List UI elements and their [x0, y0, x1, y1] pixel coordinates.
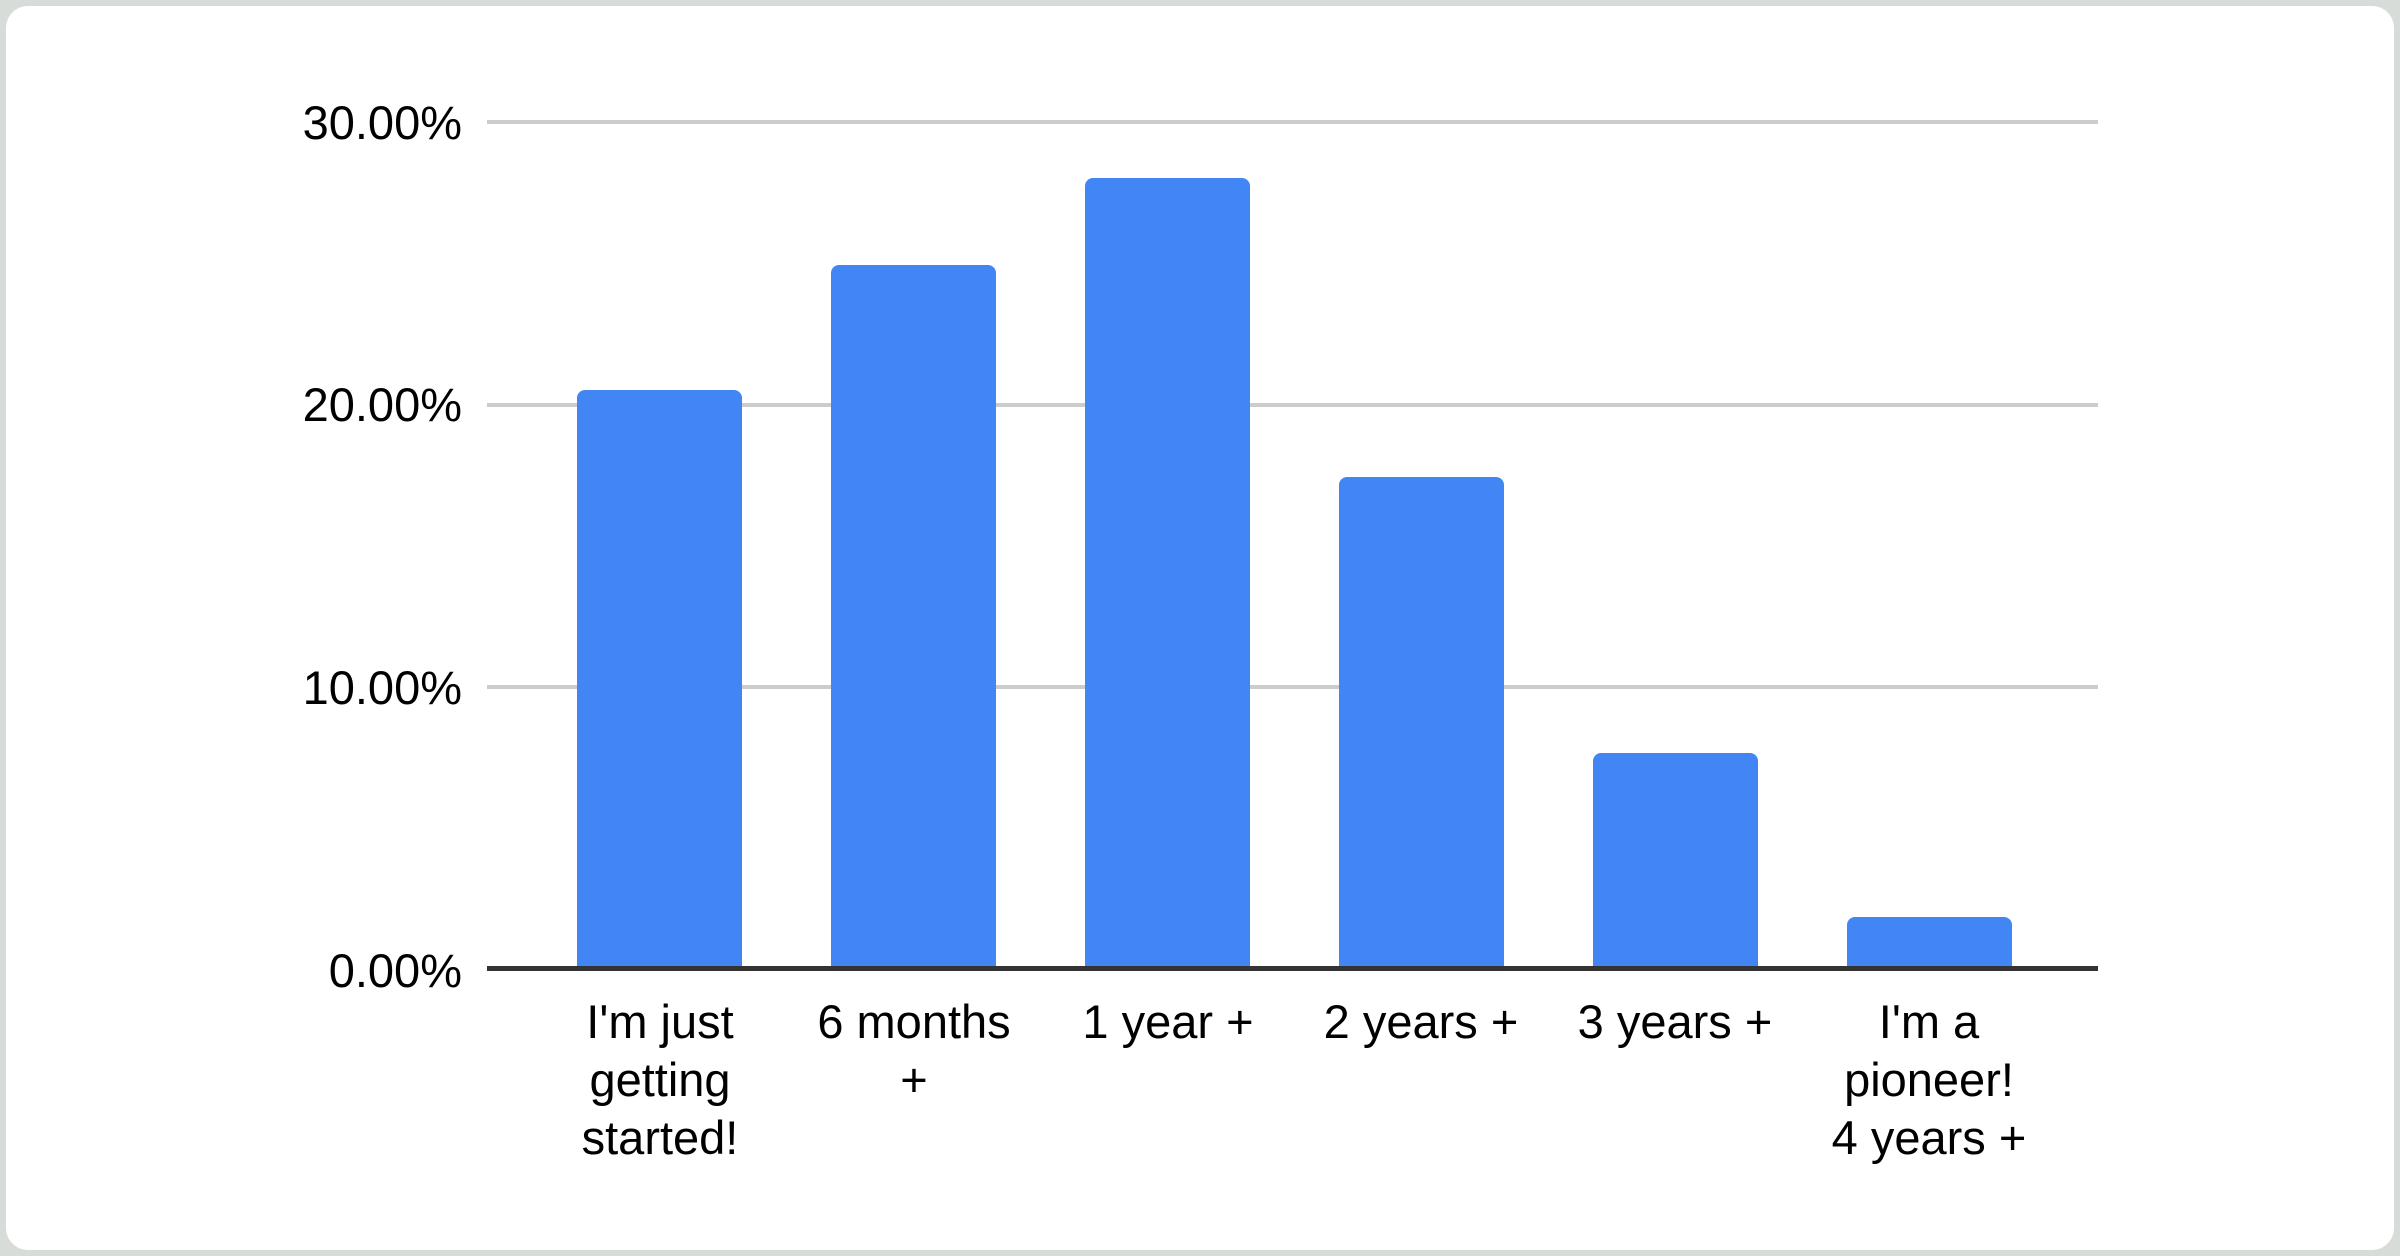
x-axis-category-label-line: I'm a: [1878, 995, 1980, 1048]
x-axis-category-label-line: +: [900, 1053, 928, 1106]
x-axis-category-label-line: I'm just: [586, 995, 734, 1048]
x-axis-category-label: 2 years +: [1290, 993, 1552, 1051]
bar-1[interactable]: [577, 390, 742, 968]
gridline-20: [487, 402, 2098, 407]
chart-card: 30.00% 20.00% 10.00% 0.00% I'm just getting st…: [6, 6, 2394, 1250]
x-axis-category-label-line: 3 years +: [1577, 995, 1773, 1048]
gridline-10: [487, 685, 2098, 690]
x-axis-category-label: 6 months +: [783, 993, 1045, 1109]
bar-4[interactable]: [1339, 477, 1504, 968]
y-axis-tick-label: 30.00%: [302, 95, 462, 149]
x-axis-category-label-line: 4 years +: [1831, 1111, 2027, 1164]
bar-6[interactable]: [1847, 917, 2012, 968]
x-axis-category-label-line: 2 years +: [1323, 995, 1519, 1048]
bar-3[interactable]: [1085, 178, 1250, 968]
gridline-30: [487, 120, 2098, 124]
x-axis-category-label-line: 6 months: [817, 995, 1011, 1048]
bar-5[interactable]: [1593, 753, 1758, 968]
x-axis-category-label-line: pioneer!: [1844, 1053, 2014, 1106]
x-axis-category-label: 3 years +: [1544, 993, 1806, 1051]
x-axis-category-label: I'm just getting started!: [529, 993, 791, 1167]
x-axis-category-label-line: getting: [589, 1053, 731, 1106]
y-axis-tick-label: 10.00%: [302, 660, 462, 714]
x-axis-category-label: I'm a pioneer! 4 years +: [1798, 993, 2060, 1167]
x-axis-category-label-line: 1 year +: [1082, 995, 1254, 1048]
x-axis-category-label-line: started!: [581, 1111, 739, 1164]
x-axis-category-label: 1 year +: [1037, 993, 1299, 1051]
y-axis-tick-label: 0.00%: [328, 943, 462, 997]
y-axis-tick-label: 20.00%: [302, 378, 462, 432]
bar-2[interactable]: [831, 265, 996, 968]
x-axis-line: [487, 966, 2098, 971]
